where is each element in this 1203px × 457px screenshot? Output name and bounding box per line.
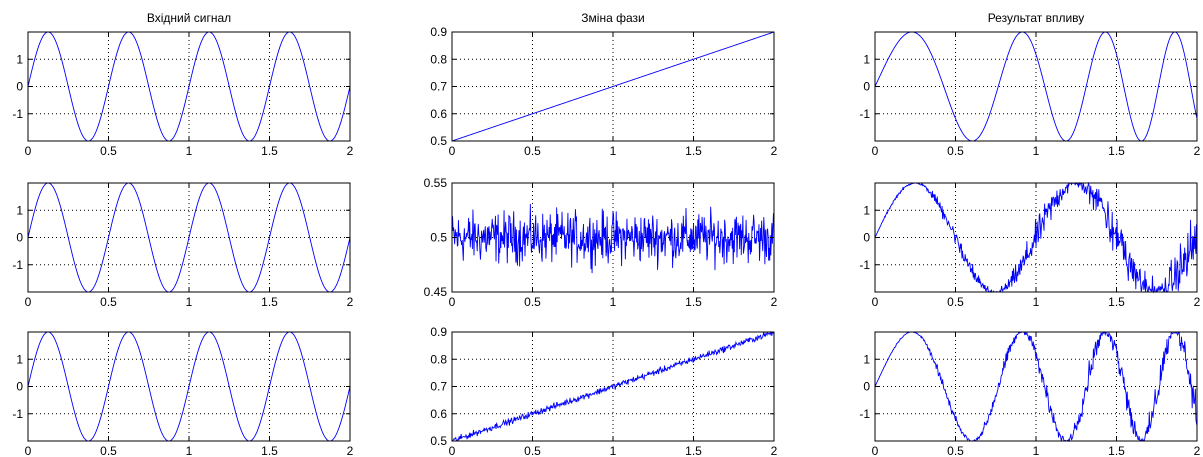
subplot-3: 0 0.5 1 1.5 2 -1 0 1: [12, 182, 354, 309]
y-tick-label: 1: [16, 52, 23, 66]
x-tick-label: 1: [186, 295, 193, 309]
y-tick-label: 1: [863, 203, 870, 217]
series-line: [874, 31, 1198, 142]
x-tick-label: 2: [1194, 144, 1201, 158]
x-tick-label: 1.5: [685, 144, 702, 158]
x-tick-label: 1.5: [261, 144, 278, 158]
y-tick-label: 0.5: [430, 231, 447, 245]
subplot-4: 0 0.5 1 1.5 2 0.45 0.5 0.55: [424, 176, 778, 309]
y-tick-label: 1: [863, 52, 870, 66]
x-tick-label: 1.5: [1108, 295, 1125, 309]
y-tick-label: 0.55: [424, 176, 448, 190]
y-tick-label: 0.8: [430, 52, 447, 66]
subplot-7: 0 0.5 1 1.5 20.50.60.70.80.9: [430, 325, 777, 457]
subplot-title: Зміна фази: [581, 11, 644, 25]
x-tick-label: 2: [1194, 444, 1201, 457]
x-tick-label: 2: [771, 444, 778, 457]
y-tick-label: 0: [16, 380, 23, 394]
y-tick-label: 1: [16, 203, 23, 217]
y-tick-label: 0: [16, 80, 23, 94]
x-tick-label: 0.5: [100, 295, 117, 309]
x-tick-label: 0: [449, 444, 456, 457]
x-tick-label: 0: [25, 444, 32, 457]
x-tick-label: 2: [347, 295, 354, 309]
x-tick-label: 0.5: [524, 144, 541, 158]
y-tick-label: -1: [859, 407, 870, 421]
y-tick-label: 0: [863, 380, 870, 394]
x-tick-label: 0: [872, 144, 879, 158]
x-tick-label: 2: [347, 144, 354, 158]
x-tick-label: 1: [186, 444, 193, 457]
y-tick-label: 0.5: [430, 134, 447, 148]
subplot-6: 0 0.5 1 1.5 2 -1 0 1: [12, 331, 354, 457]
x-tick-label: 2: [1194, 295, 1201, 309]
subplot-5: 0 0.5 1 1.5 2 -1 0 1: [859, 181, 1201, 309]
x-tick-label: 1.5: [261, 295, 278, 309]
x-tick-label: 2: [771, 295, 778, 309]
y-tick-label: 0.7: [430, 380, 447, 394]
y-tick-label: 0.7: [430, 80, 447, 94]
y-tick-label: 0.9: [430, 25, 447, 39]
x-tick-label: 0: [25, 295, 32, 309]
series-line: [451, 31, 775, 142]
y-tick-label: 0.8: [430, 352, 447, 366]
subplot-2: 0 0.5 1 1.5 2 -1 0 1 Результат впливу: [859, 11, 1200, 158]
series-line: [874, 181, 1198, 294]
x-tick-label: 0: [449, 144, 456, 158]
x-tick-label: 0: [872, 295, 879, 309]
subplot-0: 0 0.5 1 1.5 2 -1 0 1 Вхідний сигнал: [12, 11, 353, 158]
x-tick-label: 1: [610, 295, 617, 309]
x-tick-label: 1: [1033, 444, 1040, 457]
x-tick-label: 0: [449, 295, 456, 309]
x-tick-label: 0.5: [100, 444, 117, 457]
subplot-title: Результат впливу: [988, 11, 1085, 25]
x-tick-label: 0.5: [100, 144, 117, 158]
x-tick-label: 1: [610, 144, 617, 158]
series-line: [27, 331, 351, 442]
y-tick-label: 0: [863, 80, 870, 94]
x-tick-label: 0: [25, 144, 32, 158]
y-tick-label: 0.6: [430, 107, 447, 121]
x-tick-label: 1.5: [1108, 144, 1125, 158]
x-tick-label: 0.5: [524, 444, 541, 457]
subplot-title: Вхідний сигнал: [147, 11, 231, 25]
x-tick-label: 1: [610, 444, 617, 457]
y-tick-label: -1: [859, 107, 870, 121]
y-tick-label: 0.45: [424, 285, 448, 299]
x-tick-label: 1: [186, 144, 193, 158]
x-tick-label: 1.5: [685, 444, 702, 457]
y-tick-label: 1: [863, 352, 870, 366]
series-line: [451, 331, 775, 442]
x-tick-label: 1.5: [685, 295, 702, 309]
x-tick-label: 0.5: [947, 444, 964, 457]
x-tick-label: 2: [347, 444, 354, 457]
y-tick-label: 0: [16, 231, 23, 245]
x-tick-label: 1: [1033, 144, 1040, 158]
y-tick-label: -1: [12, 407, 23, 421]
y-tick-label: -1: [12, 107, 23, 121]
series-line: [451, 203, 775, 274]
y-tick-label: 0.5: [430, 434, 447, 448]
x-tick-label: 1.5: [1108, 444, 1125, 457]
x-tick-label: 1.5: [261, 444, 278, 457]
y-tick-label: -1: [859, 258, 870, 272]
y-tick-label: 0: [863, 231, 870, 245]
x-tick-label: 0.5: [524, 295, 541, 309]
series-line: [27, 182, 351, 293]
x-tick-label: 1: [1033, 295, 1040, 309]
x-tick-label: 0.5: [947, 144, 964, 158]
series-line: [27, 31, 351, 142]
y-tick-label: 1: [16, 352, 23, 366]
y-tick-label: -1: [12, 258, 23, 272]
x-tick-label: 0: [872, 444, 879, 457]
x-tick-label: 2: [771, 144, 778, 158]
x-tick-label: 0.5: [947, 295, 964, 309]
y-tick-label: 0.9: [430, 325, 447, 339]
subplot-8: 0 0.5 1 1.5 2 -1 0 1: [859, 330, 1201, 457]
y-tick-label: 0.6: [430, 407, 447, 421]
